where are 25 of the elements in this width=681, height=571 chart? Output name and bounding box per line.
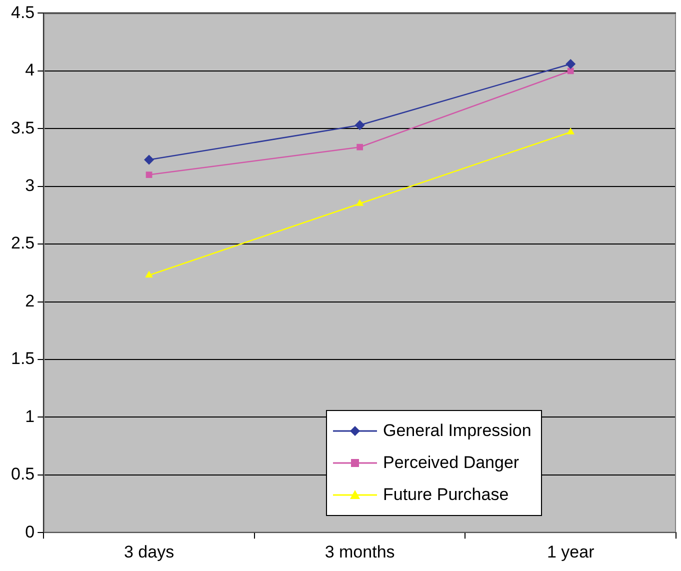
point: [566, 128, 575, 134]
point: [567, 68, 574, 74]
y-tick-label: 0: [25, 522, 35, 542]
x-tick-label: 3 months: [324, 542, 395, 562]
y-tick-label: 3.5: [10, 118, 35, 138]
x-tick-label: 3 days: [124, 542, 174, 562]
y-tick-label: 3: [25, 176, 35, 196]
y-tick-label: 4: [25, 60, 35, 80]
legend-label: Future Purchase: [383, 484, 509, 505]
point: [144, 154, 154, 165]
y-tick-label: 2: [25, 291, 35, 310]
point: [146, 172, 152, 178]
point: [356, 144, 363, 150]
legend-label: General Impression: [383, 420, 532, 441]
y-tick-label: 1.5: [10, 349, 35, 368]
y-tick-label: 4.5: [10, 2, 35, 22]
y-tick-label: 2.5: [10, 234, 35, 253]
y-tick-label: 1: [25, 406, 35, 426]
point: [566, 58, 576, 69]
legend-label: Perceived Danger: [383, 452, 520, 473]
point: [145, 270, 153, 278]
point: [356, 199, 364, 206]
point: [354, 120, 365, 130]
x-tick-label: 1 year: [546, 542, 595, 562]
y-tick-label: 0.5: [10, 464, 35, 484]
